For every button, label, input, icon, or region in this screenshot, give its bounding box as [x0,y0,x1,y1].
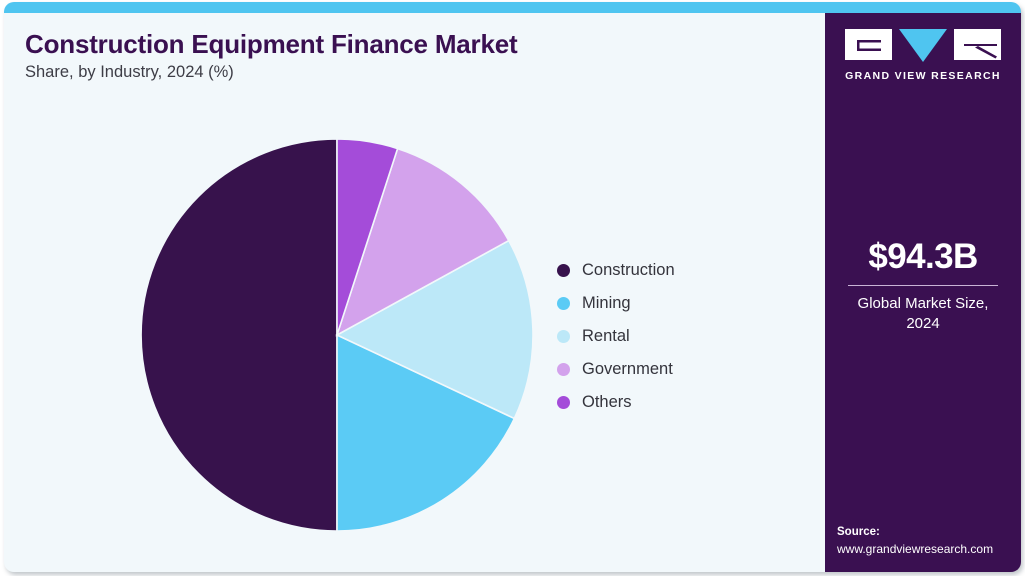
logo-letter-g-icon [845,29,892,60]
legend-item-government[interactable]: Government [557,353,807,386]
legend-item-mining[interactable]: Mining [557,287,807,320]
pie-chart-svg [140,138,534,532]
legend-item-label: Rental [582,327,630,346]
source-url: www.grandviewresearch.com [837,541,994,556]
source-label: Source: [837,526,880,539]
legend-item-rental[interactable]: Rental [557,320,807,353]
legend-swatch-icon [557,264,570,277]
pie-slice-others [336,138,399,336]
pie-slice-government [335,147,510,337]
legend-swatch-icon [557,396,570,409]
infographic-card: Construction Equipment Finance Market Sh… [4,2,1021,572]
legend-item-label: Government [582,360,673,379]
pie-slice-mining [336,333,516,532]
source-block: Source: www.grandviewresearch.com [837,524,1021,557]
legend-swatch-icon [557,363,570,376]
title-block: Construction Equipment Finance Market Sh… [25,29,795,83]
legend-item-label: Others [582,393,632,412]
chart-legend: Construction Mining Rental Government Others [557,254,807,419]
top-accent-bar [4,2,1021,13]
brand-wordmark: GRAND VIEW RESEARCH [845,70,1001,82]
logo-marks [825,29,1021,63]
legend-item-label: Mining [582,294,631,313]
market-size-caption: Global Market Size, 2024 [857,294,989,332]
market-size-stat: $94.3B Global Market Size, 2024 [825,237,1021,334]
brand-side-panel: GRAND VIEW RESEARCH $94.3B Global Market… [825,13,1021,572]
pie-slice-rental [335,239,534,420]
logo-letter-r-icon [954,29,1001,60]
legend-item-others[interactable]: Others [557,386,807,419]
brand-logo: GRAND VIEW RESEARCH [825,29,1021,82]
chart-main-area: Construction Equipment Finance Market Sh… [4,13,825,572]
page-subtitle: Share, by Industry, 2024 (%) [25,63,234,82]
legend-item-construction[interactable]: Construction [557,254,807,287]
legend-swatch-icon [557,330,570,343]
page-title: Construction Equipment Finance Market [25,29,518,59]
legend-item-label: Construction [582,261,675,280]
stat-divider [848,284,998,286]
pie-chart [140,138,534,532]
pie-slice-construction [140,138,338,532]
market-size-value: $94.3B [868,237,978,276]
logo-letter-v-icon [899,29,947,62]
legend-swatch-icon [557,297,570,310]
